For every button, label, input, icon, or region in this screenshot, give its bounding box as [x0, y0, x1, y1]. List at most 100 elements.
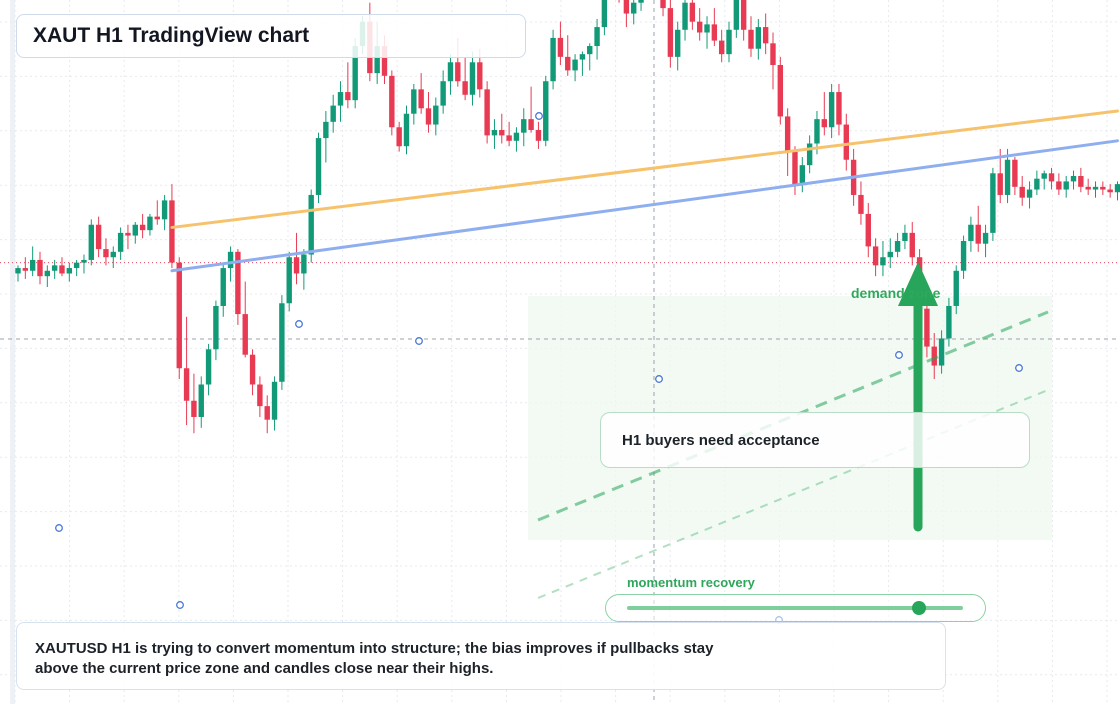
candle-down: [389, 75, 395, 128]
candle-up: [352, 46, 358, 101]
candle-up: [301, 254, 307, 274]
candle-down: [169, 200, 175, 263]
candle-down: [858, 194, 864, 214]
candle-up: [117, 232, 124, 252]
candle-down: [499, 129, 505, 136]
candle-up: [521, 119, 527, 133]
candle-down: [777, 64, 784, 117]
candle-down: [103, 249, 109, 258]
candle-down: [1056, 181, 1062, 190]
candle-up: [1034, 178, 1040, 190]
candle-up: [1004, 159, 1011, 195]
candle-up: [469, 62, 476, 95]
candle-up: [161, 200, 168, 220]
candle-up: [66, 268, 73, 274]
chart-left-edge: [10, 0, 15, 704]
candle-up: [638, 0, 644, 3]
candle-up: [198, 384, 204, 417]
blue-trendline: [170, 139, 1119, 273]
candle-up: [601, 0, 608, 28]
candle-down: [528, 119, 534, 130]
candle-up: [15, 268, 21, 274]
marker-dot: [535, 112, 543, 120]
candle-down: [997, 173, 1003, 195]
candle-up: [631, 2, 637, 14]
candle-down: [345, 92, 351, 101]
candle-down: [183, 368, 190, 401]
candles: [15, 0, 1120, 434]
candle-up: [682, 2, 688, 30]
candle-up: [828, 92, 835, 128]
marker-dot: [55, 524, 63, 532]
candle-down: [696, 21, 703, 33]
marker-dot: [176, 601, 184, 609]
candle-down: [1019, 186, 1025, 198]
candle-down: [975, 224, 981, 244]
candle-up: [271, 381, 278, 420]
candle-down: [176, 262, 182, 369]
candle-up: [147, 216, 153, 231]
candle-up: [447, 62, 454, 82]
bullish-arrow-head: [898, 262, 938, 306]
candle-up: [51, 265, 58, 271]
candle-down: [784, 116, 791, 152]
candle-down: [455, 62, 461, 82]
marker-dot: [895, 351, 903, 359]
candle-up: [704, 24, 710, 33]
candle-down: [821, 119, 827, 128]
candle-up: [491, 129, 498, 136]
candle-down: [770, 43, 776, 65]
page-title: XAUT H1 TradingView chart: [33, 24, 310, 47]
callout-box: H1 buyers need acceptance: [600, 412, 1030, 468]
candle-up: [806, 143, 813, 166]
candle-up: [960, 240, 967, 271]
callout-text: H1 buyers need acceptance: [622, 432, 820, 449]
candle-up: [323, 121, 329, 139]
candle-up: [894, 240, 901, 252]
candle-down: [396, 127, 402, 147]
candle-up: [88, 224, 94, 260]
candle-up: [315, 138, 322, 195]
candle-down: [1048, 173, 1055, 182]
candle-down: [762, 27, 769, 44]
candle-up: [799, 165, 806, 185]
candle-up: [550, 37, 556, 82]
summary-panel: XAUTUSD H1 is trying to convert momentum…: [16, 622, 946, 690]
candle-down: [139, 224, 146, 231]
candle-up: [227, 251, 234, 269]
demand-zone-label: demand zone: [851, 285, 941, 301]
candle-down: [740, 0, 747, 30]
candle-down: [1107, 189, 1113, 193]
candle-up: [220, 268, 226, 306]
candle-down: [125, 232, 131, 236]
candle-down: [235, 251, 241, 315]
orange-trendline: [170, 109, 1119, 229]
candle-up: [733, 0, 740, 30]
candle-down: [623, 0, 630, 14]
candle-down: [59, 265, 65, 274]
momentum-handle[interactable]: [912, 601, 927, 615]
candle-up: [73, 262, 80, 269]
candle-down: [689, 2, 696, 22]
candle-down: [535, 129, 542, 141]
candle-down: [418, 89, 424, 109]
candle-up: [543, 81, 549, 141]
candle-down: [264, 406, 270, 420]
candle-up: [411, 89, 417, 114]
candle-up: [990, 173, 996, 233]
candle-down: [37, 259, 43, 277]
candle-down: [249, 354, 256, 385]
candle-down: [1078, 176, 1084, 187]
candle-up: [880, 257, 886, 266]
candle-down: [924, 308, 930, 347]
candle-down: [191, 400, 197, 417]
candle-down: [462, 81, 468, 95]
candle-down: [506, 135, 512, 141]
momentum-slider[interactable]: [605, 594, 986, 622]
channel-upper-line: [537, 310, 1049, 522]
candle-up: [308, 194, 314, 255]
candle-up: [440, 81, 446, 106]
candle-up: [132, 224, 138, 236]
candle-down: [95, 224, 102, 250]
candle-down: [293, 257, 300, 274]
